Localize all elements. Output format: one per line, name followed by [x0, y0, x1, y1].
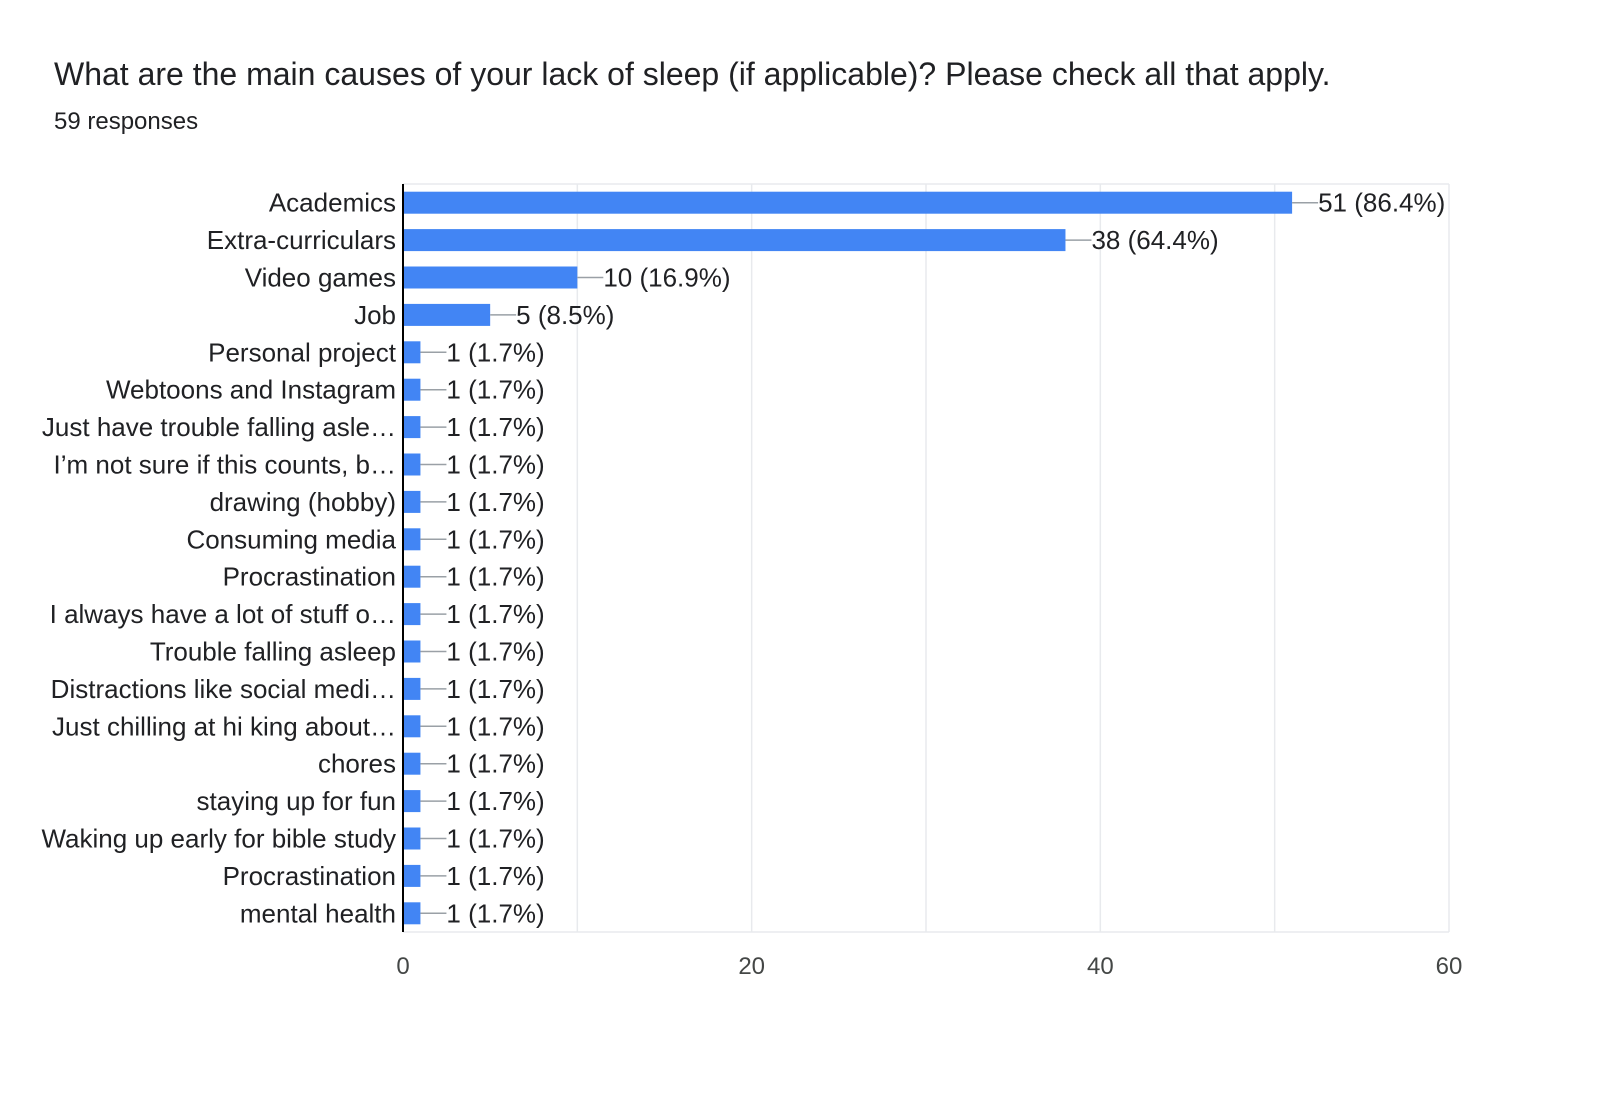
data-label: 1 (1.7%) [446, 861, 544, 891]
data-label: 1 (1.7%) [446, 487, 544, 517]
category-label: I always have a lot of stuff o… [50, 599, 396, 629]
chart-title: What are the main causes of your lack of… [54, 56, 1331, 92]
grid-lines [403, 183, 1450, 933]
category-label: Consuming media [186, 524, 396, 554]
data-label: 38 (64.4%) [1091, 225, 1218, 255]
bar [403, 565, 421, 588]
data-label: 1 (1.7%) [446, 898, 544, 928]
bar [403, 341, 421, 364]
bar [403, 640, 421, 663]
category-label: mental health [240, 898, 396, 928]
bar [403, 827, 421, 850]
bar [403, 453, 421, 476]
data-label: 1 (1.7%) [446, 412, 544, 442]
data-label: 1 (1.7%) [446, 824, 544, 854]
bar [403, 378, 421, 401]
category-label: Trouble falling asleep [150, 637, 396, 667]
data-label: 1 (1.7%) [446, 524, 544, 554]
category-label: Video games [245, 263, 396, 293]
data-label: 1 (1.7%) [446, 637, 544, 667]
labels: 0 20 40 60 Academics 51 (86.4%) Extra-curricul… [41, 188, 1462, 980]
category-label: chores [318, 749, 396, 779]
category-label: staying up for fun [197, 786, 396, 816]
bars [402, 184, 1319, 932]
x-tick-label: 20 [738, 953, 765, 980]
bar [403, 303, 491, 326]
data-label: 1 (1.7%) [446, 337, 544, 367]
category-label: Academics [269, 188, 396, 218]
data-label: 1 (1.7%) [446, 599, 544, 629]
category-label: Waking up early for bible study [41, 824, 396, 854]
data-label: 1 (1.7%) [446, 749, 544, 779]
bar [403, 752, 421, 775]
bar [403, 528, 421, 551]
data-label: 5 (8.5%) [516, 300, 614, 330]
category-label: I’m not sure if this counts, b… [54, 450, 396, 480]
x-tick-label: 40 [1087, 953, 1114, 980]
bar [403, 677, 421, 700]
data-label: 1 (1.7%) [446, 786, 544, 816]
bar [403, 790, 421, 813]
data-label: 1 (1.7%) [446, 674, 544, 704]
category-label: Procrastination [223, 562, 396, 592]
bar [403, 864, 421, 887]
bar [403, 416, 421, 439]
category-label: Procrastination [223, 861, 396, 891]
x-tick-label: 60 [1436, 953, 1463, 980]
bar [403, 603, 421, 626]
data-label: 1 (1.7%) [446, 450, 544, 480]
data-label: 1 (1.7%) [446, 711, 544, 741]
category-label: Job [354, 300, 396, 330]
bar [403, 715, 421, 738]
category-label: Just have trouble falling asle… [42, 412, 396, 442]
response-count: 59 responses [54, 108, 199, 135]
category-label: Distractions like social medi… [51, 674, 396, 704]
category-label: Extra-curriculars [207, 225, 396, 255]
category-label: Personal project [208, 337, 397, 367]
bar [403, 902, 421, 925]
data-label: 1 (1.7%) [446, 375, 544, 405]
category-label: Just chilling at hi king about… [52, 711, 396, 741]
x-tick-label: 0 [396, 953, 409, 980]
bar [403, 490, 421, 513]
data-label: 1 (1.7%) [446, 562, 544, 592]
data-label: 10 (16.9%) [603, 263, 730, 293]
category-label: Webtoons and Instagram [106, 375, 396, 405]
category-label: drawing (hobby) [210, 487, 396, 517]
bar [403, 229, 1066, 252]
data-label: 51 (86.4%) [1318, 188, 1445, 218]
bar [403, 266, 578, 289]
bar [403, 191, 1293, 214]
